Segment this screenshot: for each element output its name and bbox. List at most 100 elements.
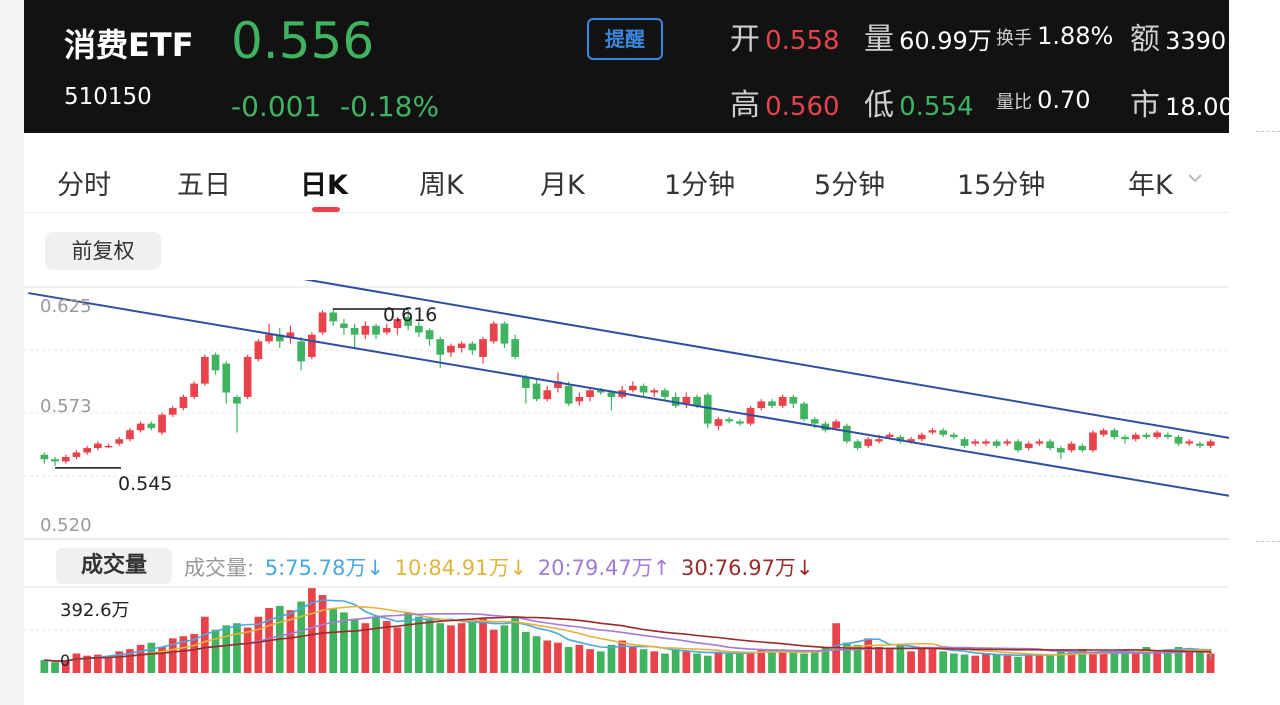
volume-bar	[136, 644, 145, 673]
volume-bar	[1056, 651, 1065, 673]
candle-body	[735, 421, 744, 424]
gutter-divider	[1256, 131, 1280, 132]
volume-chart[interactable]	[24, 585, 1229, 680]
candle-body	[179, 396, 188, 409]
tab-yearly-k[interactable]: 年K	[1128, 170, 1173, 201]
candle-body	[596, 390, 605, 393]
candle-body	[607, 392, 616, 397]
volume-bar	[639, 649, 648, 673]
volume-bar	[532, 636, 541, 673]
candle-body	[992, 441, 1001, 446]
volume-bar	[83, 655, 92, 673]
stat-open: 开 0.558	[730, 14, 840, 58]
candle-body	[1067, 443, 1076, 451]
tab-1-minute[interactable]: 1分钟	[664, 170, 736, 201]
stat-turnover-value: 1.88%	[1037, 22, 1114, 50]
candle-body	[810, 419, 819, 424]
candle-body	[586, 390, 594, 397]
volume-bar	[1206, 660, 1215, 673]
candle-body	[1014, 441, 1022, 451]
volume-bar	[61, 660, 70, 673]
candle-body	[318, 312, 327, 333]
candle-body	[211, 354, 220, 371]
candle-body	[1003, 441, 1012, 444]
tab-intraday[interactable]: 分时	[57, 170, 111, 201]
volume-bar	[543, 640, 552, 673]
volume-bar	[885, 649, 894, 673]
volume-bar	[725, 653, 734, 673]
price-change-percent: -0.18%	[340, 90, 440, 123]
volume-bar	[1014, 656, 1022, 673]
volume-bar	[307, 588, 316, 673]
trendline-upper	[302, 280, 1229, 439]
volume-bar	[200, 616, 209, 673]
stat-open-value: 0.558	[765, 26, 840, 56]
candle-body	[479, 339, 487, 357]
y-tick-label: 0.573	[40, 396, 92, 417]
y-tick-label: 0.520	[40, 515, 92, 536]
tab-daily-k[interactable]: 日K	[300, 170, 348, 201]
candle-body	[650, 390, 659, 393]
candle-body	[275, 334, 284, 342]
candle-body	[350, 328, 359, 335]
candle-body	[436, 339, 445, 355]
volume-bar	[864, 638, 873, 673]
volume-bar	[222, 625, 231, 673]
volume-bar	[500, 625, 509, 673]
chevron-down-icon[interactable]	[1184, 167, 1206, 189]
volume-bar	[1196, 651, 1204, 673]
candle-body	[1046, 441, 1055, 449]
candle-body	[40, 454, 49, 460]
trendline-lower	[28, 292, 1229, 497]
ma30-legend: 30:76.97万↓	[681, 556, 814, 580]
stat-volume-ratio-value: 0.70	[1037, 86, 1091, 114]
candle-body	[960, 439, 969, 446]
volume-bar	[340, 612, 348, 673]
volume-bar	[992, 654, 1001, 673]
volume-bar	[982, 653, 990, 673]
candle-body	[1174, 436, 1183, 444]
candle-body	[222, 363, 231, 393]
volume-bar	[960, 654, 969, 673]
candle-body	[404, 316, 413, 326]
volume-bar	[1121, 650, 1129, 673]
candle-body	[425, 330, 434, 340]
tab-five-day[interactable]: 五日	[177, 170, 231, 201]
volume-bar	[447, 625, 455, 673]
volume-bar	[671, 649, 680, 673]
volume-bar	[554, 642, 562, 673]
max-price-label: 0.616	[383, 304, 438, 326]
candle-body	[1121, 436, 1129, 440]
alert-button[interactable]: 提醒	[587, 18, 663, 60]
candle-body	[329, 312, 338, 322]
candle-body	[1153, 432, 1162, 437]
volume-legend-title: 成交量:	[184, 556, 255, 580]
price-change: -0.001	[231, 90, 322, 123]
candle-body	[521, 376, 530, 389]
candle-body	[917, 434, 926, 440]
ma20-legend: 20:79.47万↑	[537, 556, 671, 580]
candle-body	[800, 403, 808, 420]
tab-weekly-k[interactable]: 周K	[419, 170, 464, 201]
volume-indicator-toggle[interactable]: 成交量	[56, 548, 172, 584]
candle-body	[543, 390, 552, 400]
candle-body	[1089, 432, 1097, 451]
volume-bar	[361, 623, 370, 673]
volume-bar	[618, 640, 627, 673]
tab-5-minute[interactable]: 5分钟	[814, 170, 886, 201]
volume-bar	[511, 616, 520, 673]
volume-bar	[1142, 647, 1151, 673]
volume-bar	[928, 649, 937, 673]
tab-15-minute[interactable]: 15分钟	[957, 170, 1046, 201]
volume-bar	[179, 636, 188, 673]
tab-monthly-k[interactable]: 月K	[540, 170, 585, 201]
volume-bar	[158, 647, 166, 673]
volume-ma-legend: 成交量: 5:75.78万↓ 10:84.91万↓ 20:79.47万↑ 30:…	[184, 552, 818, 582]
volume-zero-label: 0	[60, 651, 71, 670]
price-adjust-toggle[interactable]: 前复权	[45, 232, 161, 270]
ma10-legend: 10:84.91万↓	[394, 556, 528, 580]
volume-bar	[211, 629, 220, 673]
volume-ma-lines	[44, 599, 1212, 662]
candlestick-chart[interactable]	[24, 280, 1229, 542]
